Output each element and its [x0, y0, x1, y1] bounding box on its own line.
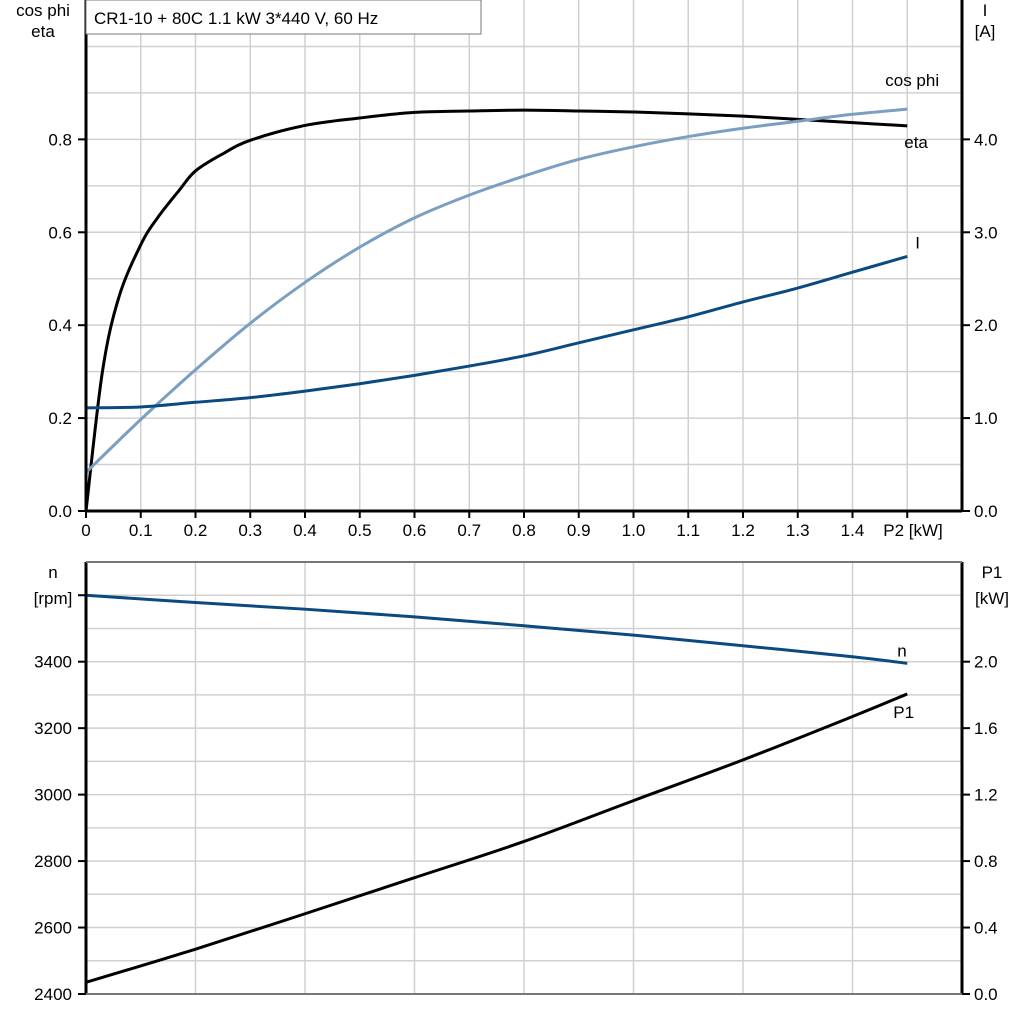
series-label-P1: P1 [893, 703, 914, 722]
x-axis-label: P2 [kW] [883, 521, 943, 540]
bottom-series [85, 593, 908, 984]
bottom-grid [86, 562, 962, 994]
y-axis-title-right: I [983, 1, 988, 20]
x-tick-label: 0.1 [129, 521, 153, 540]
y-tick-label-left: 0.4 [48, 316, 72, 335]
x-tick-label: 1.0 [622, 521, 646, 540]
y-tick-label-left: 3400 [34, 653, 72, 672]
axes [78, 0, 970, 995]
y-tick-label-right: 3.0 [974, 223, 998, 242]
x-tick-label: 1.2 [731, 521, 755, 540]
y-tick-label-left: 0.8 [48, 130, 72, 149]
series-label-n: n [897, 641, 906, 660]
y-axis-title-left: cos phi [16, 1, 70, 20]
y-axis-title-right: [A] [975, 22, 996, 41]
y-tick-label-right: 1.6 [974, 719, 998, 738]
series-label-I: I [915, 233, 920, 252]
y-axis-title-left: n [48, 563, 57, 582]
series-line-P1 [85, 692, 908, 984]
tick-labels: eta cos phi I 0.0 0.2 0.4 0.6 0.8 0.0 1.0 2.0 3.0 4.… [16, 1, 1009, 1004]
y-axis-title-left: eta [31, 22, 55, 41]
y-tick-label-left: 2600 [34, 919, 72, 938]
y-tick-label-right: 2.0 [974, 316, 998, 335]
series-line-I [85, 254, 908, 410]
x-tick-label: 0.6 [403, 521, 427, 540]
y-tick-label-right: 0.4 [974, 919, 998, 938]
y-tick-label-left: 2800 [34, 852, 72, 871]
y-axis-title-left: [rpm] [34, 589, 73, 608]
x-tick-label: 1.3 [786, 521, 810, 540]
y-tick-label-right: 1.2 [974, 786, 998, 805]
series-line-eta [84, 108, 908, 512]
y-tick-label-right: 0.0 [974, 502, 998, 521]
series-line-n [85, 593, 908, 665]
title-box [85, 0, 482, 35]
x-tick-label: 0.2 [184, 521, 208, 540]
x-tick-label: 0.8 [512, 521, 536, 540]
y-tick-label-left: 0.6 [48, 223, 72, 242]
y-tick-label-right: 1.0 [974, 409, 998, 428]
chart-title: CR1-10 + 80C 1.1 kW 3*440 V, 60 Hz [94, 9, 378, 28]
x-tick-label: 0.9 [567, 521, 591, 540]
x-tick-label: 1.4 [841, 521, 865, 540]
y-tick-label-left: 2400 [34, 985, 72, 1004]
y-tick-label-left: 0.0 [48, 502, 72, 521]
top-series [84, 107, 908, 512]
series-line-cos-phi [84, 107, 908, 474]
x-tick-label: 1.1 [676, 521, 700, 540]
y-tick-label-left: 0.2 [48, 409, 72, 428]
y-tick-label-right: 0.8 [974, 852, 998, 871]
y-tick-label-left: 3000 [34, 786, 72, 805]
y-tick-label-right: 0.0 [974, 985, 998, 1004]
x-tick-label: 0.3 [238, 521, 262, 540]
x-tick-label: 0.5 [348, 521, 372, 540]
x-tick-label: 0.4 [293, 521, 317, 540]
y-tick-label-right: 4.0 [974, 130, 998, 149]
y-tick-label-left: 3200 [34, 719, 72, 738]
x-tick-label: 0 [81, 521, 90, 540]
series-label-cos-phi: cos phi [885, 71, 939, 90]
y-tick-label-right: 2.0 [974, 653, 998, 672]
top-grid [86, 0, 962, 511]
y-axis-title-right: [kW] [975, 589, 1009, 608]
y-axis-title-right: P1 [982, 563, 1003, 582]
series-label-eta: eta [904, 133, 928, 152]
x-tick-label: 0.7 [457, 521, 481, 540]
